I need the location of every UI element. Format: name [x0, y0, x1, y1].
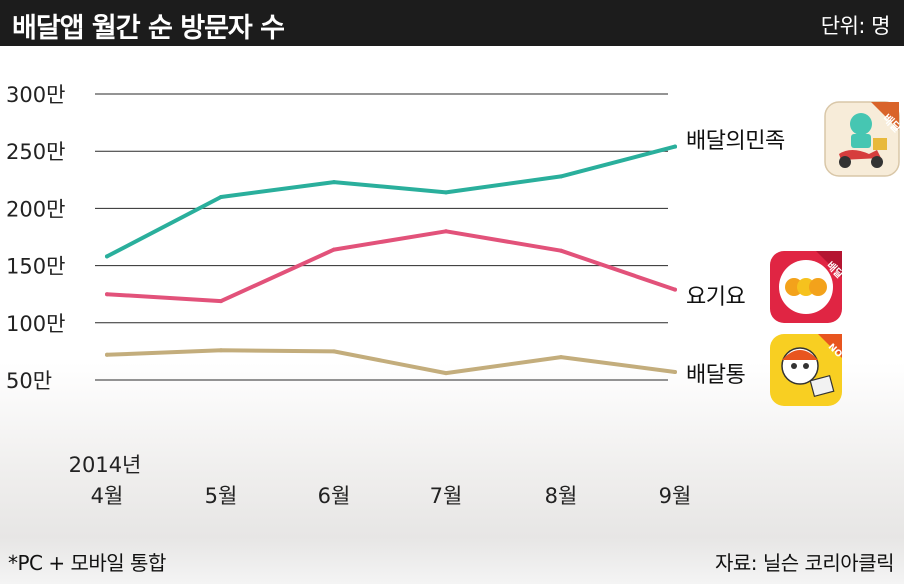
x-tick-label: 6월 — [318, 484, 351, 508]
x-tick-label: 4월 — [91, 484, 124, 508]
data-point — [219, 348, 223, 353]
x-axis-ticks: 4월 5월 6월 7월 8월 9월 — [91, 484, 692, 508]
data-point — [559, 174, 563, 179]
data-point — [332, 349, 336, 354]
y-tick-label: 300만 — [6, 83, 65, 107]
x-tick-label: 9월 — [659, 484, 692, 508]
line-chart: 50만 100만 150만 200만 250만 300만 4월 5월 6월 7월 8월 9월 201… — [6, 83, 904, 508]
series-label: 요기요 — [686, 285, 745, 310]
data-point — [444, 190, 448, 195]
data-point — [673, 370, 677, 374]
data-point — [673, 287, 677, 292]
x-tick-label: 5월 — [205, 484, 238, 508]
series-line-1 — [105, 144, 677, 259]
data-point — [444, 371, 448, 376]
series-label: 배달의민족 — [686, 129, 785, 154]
baedaltong-app-icon: NO — [770, 334, 844, 406]
title-bar: 배달앱 월간 순 방문자 수 단위: 명 — [0, 0, 904, 46]
data-point — [444, 229, 448, 234]
data-point — [559, 355, 563, 360]
data-point — [219, 299, 223, 304]
x-tick-label: 8월 — [545, 484, 578, 508]
series-line-2 — [105, 229, 677, 304]
y-tick-label: 100만 — [6, 312, 65, 336]
x-tick-label: 7월 — [430, 484, 463, 508]
data-point — [332, 180, 336, 185]
data-point — [559, 248, 563, 253]
data-point — [219, 195, 223, 199]
unit-label: 단위: 명 — [820, 14, 891, 38]
y-tick-label: 200만 — [6, 197, 65, 221]
footnote: *PC + 모바일 통합 — [8, 551, 166, 575]
data-point — [673, 144, 677, 149]
yogiyo-app-icon: 배달 — [770, 251, 847, 323]
baemin-app-icon: 배달 — [824, 101, 904, 177]
y-tick-label: 250만 — [6, 140, 65, 164]
y-tick-label: 150만 — [6, 255, 65, 279]
series-lines — [105, 144, 677, 376]
data-point — [105, 292, 109, 297]
y-axis-ticks: 50만 100만 150만 200만 250만 300만 — [6, 83, 65, 393]
x-year-label: 2014년 — [69, 453, 142, 477]
data-point — [332, 247, 336, 252]
source-credit: 자료: 닐슨 코리아클릭 — [714, 551, 895, 575]
chart-title: 배달앱 월간 순 방문자 수 — [12, 13, 285, 44]
series-line-3 — [105, 348, 677, 376]
data-point — [105, 352, 109, 357]
gridlines — [95, 93, 668, 381]
y-tick-label: 50만 — [6, 369, 52, 393]
data-point — [105, 254, 109, 259]
series-label: 배달통 — [686, 363, 745, 388]
